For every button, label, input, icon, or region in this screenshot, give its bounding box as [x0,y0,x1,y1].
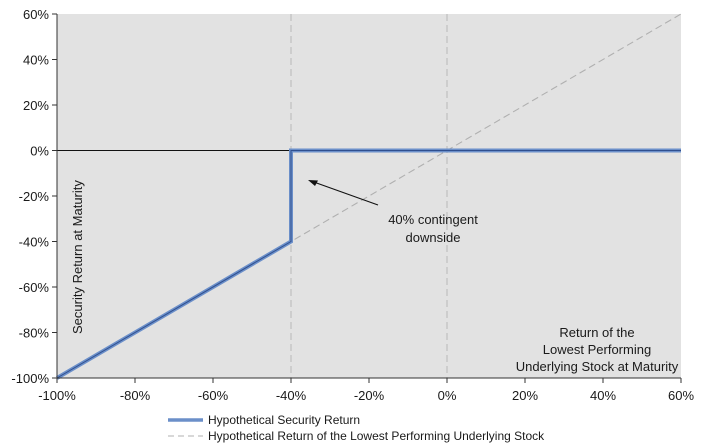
x-tick-label: 0% [438,388,457,403]
legend-label-underlying: Hypothetical Return of the Lowest Perfor… [208,429,545,443]
y-axis-label: Security Return at Maturity [70,180,85,334]
x-axis-label-line-3: Underlying Stock at Maturity [516,359,679,374]
y-tick-label: -60% [19,280,50,295]
x-tick-label: 40% [590,388,616,403]
y-tick-label: -20% [19,189,50,204]
x-tick-label: -20% [354,388,385,403]
annotation-line-1: 40% contingent [388,212,478,227]
legend-label-security: Hypothetical Security Return [208,413,360,427]
x-axis-label-line-2: Lowest Performing [543,342,651,357]
y-tick-label: 20% [23,98,49,113]
x-tick-label: -40% [276,388,307,403]
y-tick-label: 0% [30,144,49,159]
series-layer [55,13,682,380]
y-tick-label: -80% [19,326,50,341]
y-tick-label: 40% [23,53,49,68]
x-tick-label: -100% [38,388,76,403]
annotation-arrow [310,180,379,206]
x-tick-label: 20% [512,388,538,403]
annotation-arrow-head [308,180,318,186]
y-tick-label: -100% [11,371,49,386]
legend: Hypothetical Security Return Hypothetica… [168,413,545,443]
axis-ticks: -100% -80% -60% -40% -20% 0% 20% 40% 60% 60% 40% 20… [11,7,694,403]
x-tick-label: 60% [668,388,694,403]
x-axis-label-line-1: Return of the [559,325,634,340]
x-tick-label: -80% [120,388,151,403]
y-tick-label: -40% [19,235,50,250]
series-security-line-core [56,150,681,379]
x-tick-label: -60% [198,388,229,403]
annotation-line-2: downside [406,230,461,245]
y-tick-label: 60% [23,7,49,22]
